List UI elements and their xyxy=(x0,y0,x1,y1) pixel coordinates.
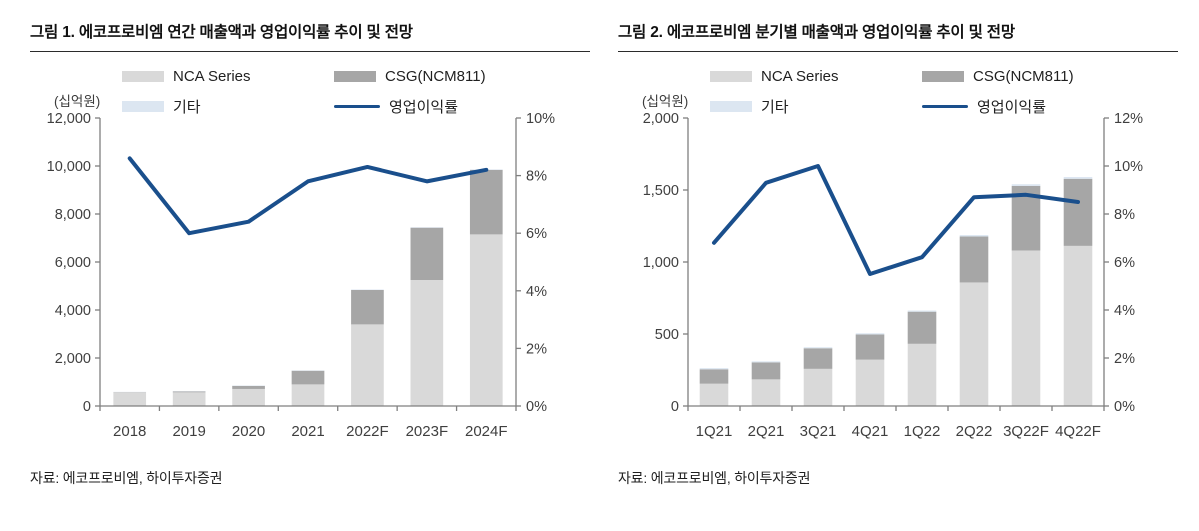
svg-text:4%: 4% xyxy=(1114,303,1135,319)
figure-2-legend: NCA Series CSG(NCM811) 기타 영업이익률 xyxy=(710,68,1074,117)
svg-text:6,000: 6,000 xyxy=(55,255,91,271)
figure-2-source: 자료: 에코프로비엠, 하이투자증권 xyxy=(618,470,811,486)
svg-text:1Q22: 1Q22 xyxy=(904,423,941,440)
nca-series-swatch-icon xyxy=(122,71,164,82)
legend-label-nca-series: NCA Series xyxy=(761,68,839,85)
svg-text:2023F: 2023F xyxy=(406,423,449,440)
svg-text:8,000: 8,000 xyxy=(55,207,91,223)
figure-1-unit-label: (십억원) xyxy=(54,94,101,109)
figure-1-panel: 그림 1. 에코프로비엠 연간 매출액과 영업이익률 추이 및 전망 NCA S… xyxy=(30,14,590,488)
legend-item-csg: CSG(NCM811) xyxy=(334,68,486,85)
svg-text:0%: 0% xyxy=(1114,399,1135,415)
operating-margin-line-icon xyxy=(922,104,968,109)
csg-swatch-icon xyxy=(334,71,376,82)
legend-label-nca-series: NCA Series xyxy=(173,68,251,85)
svg-text:0: 0 xyxy=(83,399,91,415)
legend-label-csg: CSG(NCM811) xyxy=(385,68,486,85)
legend-label-etc: 기타 xyxy=(761,99,789,116)
operating-margin-line-icon xyxy=(334,104,380,109)
svg-text:4,000: 4,000 xyxy=(55,303,91,319)
svg-text:0%: 0% xyxy=(526,399,547,415)
legend-item-csg: CSG(NCM811) xyxy=(922,68,1074,85)
figure-2-unit-label: (십억원) xyxy=(642,94,689,109)
svg-text:10%: 10% xyxy=(1114,159,1143,175)
figure-2-chart: NCA Series CSG(NCM811) 기타 영업이익률 (십억원) 0 5… xyxy=(618,52,1178,452)
figure-1-chart: NCA Series CSG(NCM811) 기타 영업이익률 (십억원) 0 2… xyxy=(30,52,590,452)
legend-item-operating-margin: 영업이익률 xyxy=(334,96,486,117)
svg-text:2019: 2019 xyxy=(172,423,205,440)
svg-text:500: 500 xyxy=(655,327,679,343)
legend-label-etc: 기타 xyxy=(173,99,201,116)
figure-1-source: 자료: 에코프로비엠, 하이투자증권 xyxy=(30,470,223,486)
csg-swatch-icon xyxy=(922,71,964,82)
legend-label-csg: CSG(NCM811) xyxy=(973,68,1074,85)
figure-1-plot: 0 2,000 4,000 6,000 8,000 10,000 12,000 0% 2% 4% 6… xyxy=(47,111,555,440)
svg-text:1,000: 1,000 xyxy=(643,255,679,271)
legend-item-nca-series: NCA Series xyxy=(122,68,334,85)
svg-text:3Q21: 3Q21 xyxy=(800,423,837,440)
svg-text:2020: 2020 xyxy=(232,423,265,440)
legend-item-nca-series: NCA Series xyxy=(710,68,922,85)
legend-item-etc: 기타 xyxy=(122,96,334,117)
svg-text:2,000: 2,000 xyxy=(55,351,91,367)
svg-text:3Q22F: 3Q22F xyxy=(1003,423,1049,440)
figure-2-plot: 0 500 1,000 1,500 2,000 0% 2% 4% 6% 8% 10% 12% 1Q21 2… xyxy=(643,111,1143,440)
svg-text:2021: 2021 xyxy=(291,423,324,440)
svg-text:4Q22F: 4Q22F xyxy=(1055,423,1101,440)
svg-text:6%: 6% xyxy=(526,226,547,242)
svg-text:2018: 2018 xyxy=(113,423,146,440)
legend-label-operating-margin: 영업이익률 xyxy=(389,99,459,116)
svg-text:1,500: 1,500 xyxy=(643,183,679,199)
svg-text:2,000: 2,000 xyxy=(643,111,679,127)
svg-text:2Q21: 2Q21 xyxy=(748,423,785,440)
svg-text:12%: 12% xyxy=(1114,111,1143,127)
svg-text:6%: 6% xyxy=(1114,255,1135,271)
figure-2-title: 그림 2. 에코프로비엠 분기별 매출액과 영업이익률 추이 및 전망 xyxy=(618,14,1178,52)
figure-1-title: 그림 1. 에코프로비엠 연간 매출액과 영업이익률 추이 및 전망 xyxy=(30,14,590,52)
svg-text:2024F: 2024F xyxy=(465,423,508,440)
etc-swatch-icon xyxy=(122,101,164,112)
figure-1-legend: NCA Series CSG(NCM811) 기타 영업이익률 xyxy=(122,68,486,117)
etc-swatch-icon xyxy=(710,101,752,112)
svg-text:2022F: 2022F xyxy=(346,423,389,440)
figure-2-panel: 그림 2. 에코프로비엠 분기별 매출액과 영업이익률 추이 및 전망 NCA … xyxy=(618,14,1178,488)
nca-series-swatch-icon xyxy=(710,71,752,82)
svg-text:12,000: 12,000 xyxy=(47,111,91,127)
legend-item-etc: 기타 xyxy=(710,96,922,117)
svg-text:1Q21: 1Q21 xyxy=(696,423,733,440)
svg-text:4%: 4% xyxy=(526,284,547,300)
svg-text:0: 0 xyxy=(671,399,679,415)
svg-text:4Q21: 4Q21 xyxy=(852,423,889,440)
legend-label-operating-margin: 영업이익률 xyxy=(977,99,1047,116)
svg-text:2Q22: 2Q22 xyxy=(956,423,993,440)
svg-text:2%: 2% xyxy=(526,341,547,357)
svg-text:10,000: 10,000 xyxy=(47,159,91,175)
svg-text:8%: 8% xyxy=(1114,207,1135,223)
svg-text:10%: 10% xyxy=(526,111,555,127)
legend-item-operating-margin: 영업이익률 xyxy=(922,96,1074,117)
svg-text:8%: 8% xyxy=(526,169,547,185)
report-figures-row: 그림 1. 에코프로비엠 연간 매출액과 영업이익률 추이 및 전망 NCA S… xyxy=(30,14,1178,488)
svg-text:2%: 2% xyxy=(1114,351,1135,367)
